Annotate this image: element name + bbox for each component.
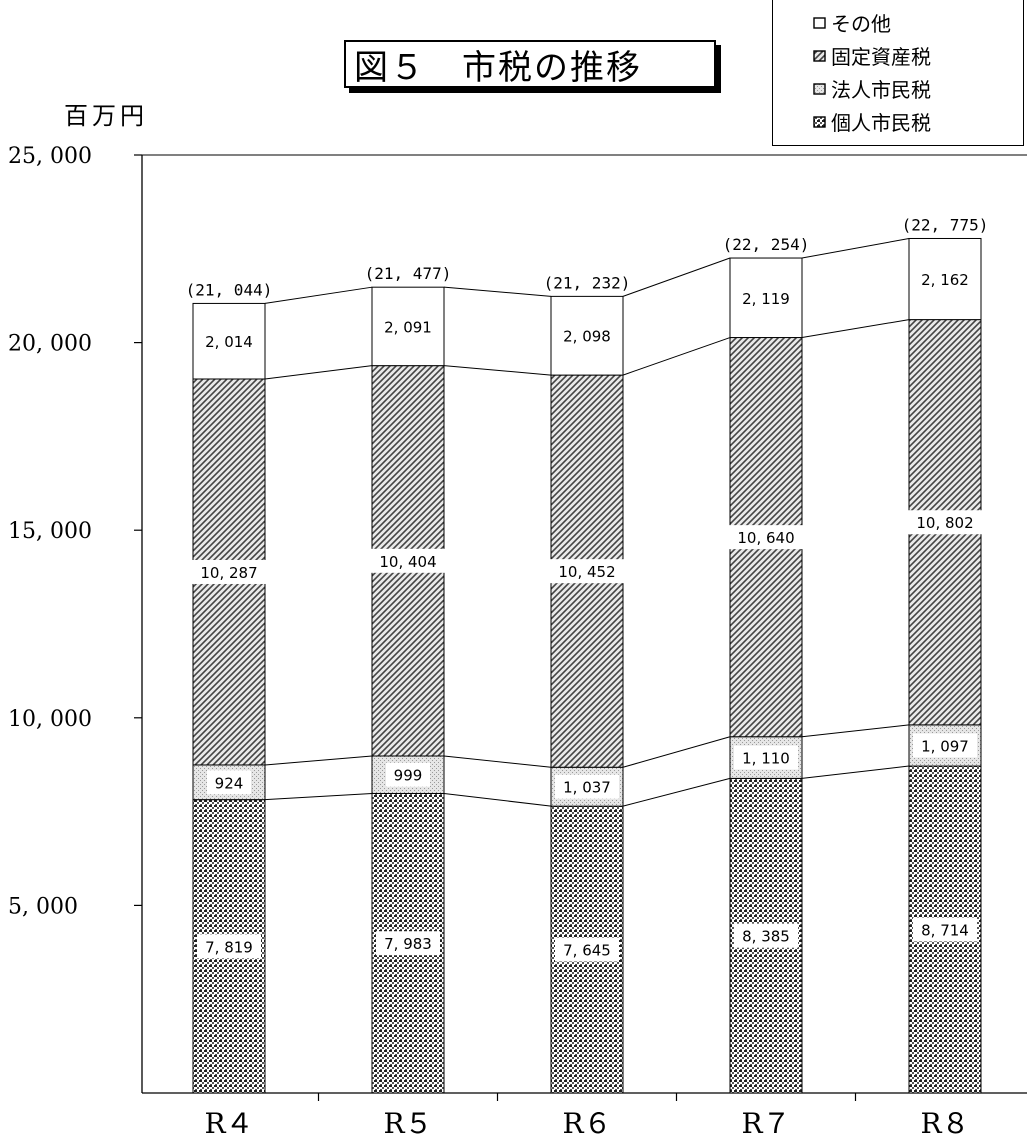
data-label-hojin: 999 <box>394 767 423 785</box>
legend-label-sonota: その他 <box>831 12 891 36</box>
data-label-bg-kotei <box>192 559 266 584</box>
series-connector-sonota <box>264 286 373 304</box>
legend-item-hojin: 法人市民税 <box>813 72 1023 105</box>
total-label: (21, 232) <box>544 273 631 292</box>
series-connector-kotei <box>443 365 552 376</box>
x-tick-label: R５ <box>383 1107 432 1139</box>
plot-area: 5, 000 10, 000 15, 000 20, 000 25, 000 R４ (21,… <box>8 144 1027 1139</box>
data-label-sonota: 2, 119 <box>742 290 790 308</box>
legend-item-sonota: その他 <box>813 6 1023 39</box>
legend-swatch-sonota <box>813 16 826 29</box>
data-label-bg-sonota <box>734 285 798 310</box>
series-connector-kojin <box>443 792 552 807</box>
data-label-bg-kotei <box>371 548 445 573</box>
legend-item-kojin: 個人市民税 <box>813 105 1023 138</box>
data-label-bg-kojin <box>913 917 977 942</box>
data-label-bg-kojin <box>734 923 798 948</box>
x-tick-label: R７ <box>741 1107 790 1139</box>
series-connector-hojin <box>801 724 910 738</box>
data-label-bg-kojin <box>555 937 619 962</box>
data-label-sonota: 2, 162 <box>921 271 969 289</box>
total-label: (21, 477) <box>365 264 452 283</box>
data-label-bg-hojin <box>555 774 619 799</box>
legend: その他 固定資産税 法人市民税 個人市民税 <box>772 0 1024 146</box>
series-connector-sonota <box>443 286 552 297</box>
x-tick-label: R６ <box>562 1107 611 1139</box>
y-tick-label: 25, 000 <box>8 144 92 169</box>
data-label-kojin: 7, 983 <box>384 935 432 953</box>
data-label-bg-sonota <box>197 329 261 354</box>
data-label-kotei: 10, 452 <box>558 563 615 581</box>
data-label-hojin: 1, 037 <box>563 779 611 797</box>
data-label-bg-kotei <box>908 510 982 535</box>
legend-swatch-kojin <box>813 115 826 128</box>
series-connector-hojin <box>622 736 731 768</box>
data-label-kojin: 7, 819 <box>205 938 253 956</box>
data-label-bg-kojin <box>376 931 440 956</box>
data-label-bg-hojin <box>734 745 798 770</box>
data-label-kojin: 8, 714 <box>921 922 969 940</box>
x-tick-label: R４ <box>204 1107 253 1139</box>
series-connector-hojin <box>443 755 552 768</box>
data-label-bg-kojin <box>197 934 261 959</box>
series-connector-kotei <box>622 337 731 376</box>
data-label-bg-kotei <box>729 525 803 550</box>
y-tick-label: 5, 000 <box>8 894 78 919</box>
data-label-bg-sonota <box>913 267 977 292</box>
data-label-kojin: 8, 385 <box>742 928 790 946</box>
data-label-bg-sonota <box>555 323 619 348</box>
y-axis-label: 百万円 <box>64 102 148 130</box>
data-label-hojin: 1, 110 <box>742 750 790 768</box>
data-label-kotei: 10, 640 <box>737 529 794 547</box>
series-connector-sonota <box>801 237 910 259</box>
total-label: (21, 044) <box>186 280 273 299</box>
series-connector-kojin <box>264 792 373 801</box>
data-label-kotei: 10, 802 <box>916 514 973 532</box>
y-tick-label: 20, 000 <box>8 332 92 357</box>
legend-label-kotei: 固定資産税 <box>831 45 931 69</box>
chart-title: 図５ 市税の推移 <box>344 40 716 88</box>
total-label: (22, 254) <box>723 235 810 254</box>
legend-swatch-kotei <box>813 49 826 62</box>
x-tick-label: R８ <box>920 1107 969 1139</box>
data-label-kotei: 10, 404 <box>379 553 436 571</box>
legend-swatch-hojin <box>813 82 826 95</box>
data-label-bg-hojin <box>913 733 977 758</box>
data-label-bg-sonota <box>376 314 440 339</box>
data-label-bg-kotei <box>550 559 624 584</box>
total-label: (22, 775) <box>902 215 989 234</box>
data-label-kojin: 7, 645 <box>563 942 611 960</box>
series-connector-kojin <box>622 777 731 807</box>
series-connector-kojin <box>801 765 910 779</box>
series-connector-kotei <box>264 365 373 380</box>
data-label-bg-hojin <box>207 770 251 795</box>
data-label-sonota: 2, 014 <box>205 333 253 351</box>
data-label-hojin: 1, 097 <box>921 737 969 755</box>
y-tick-label: 10, 000 <box>8 707 92 732</box>
series-connector-kotei <box>801 319 910 339</box>
series-connector-sonota <box>622 257 731 297</box>
data-label-sonota: 2, 091 <box>384 318 432 336</box>
legend-label-hojin: 法人市民税 <box>831 78 931 102</box>
legend-item-kotei: 固定資産税 <box>813 39 1023 72</box>
y-tick-label: 15, 000 <box>8 519 92 544</box>
data-label-hojin: 924 <box>215 774 244 792</box>
data-label-bg-hojin <box>386 762 430 787</box>
series-connector-hojin <box>264 755 373 766</box>
data-label-kotei: 10, 287 <box>200 564 257 582</box>
legend-label-kojin: 個人市民税 <box>831 111 931 135</box>
data-label-sonota: 2, 098 <box>563 328 611 346</box>
